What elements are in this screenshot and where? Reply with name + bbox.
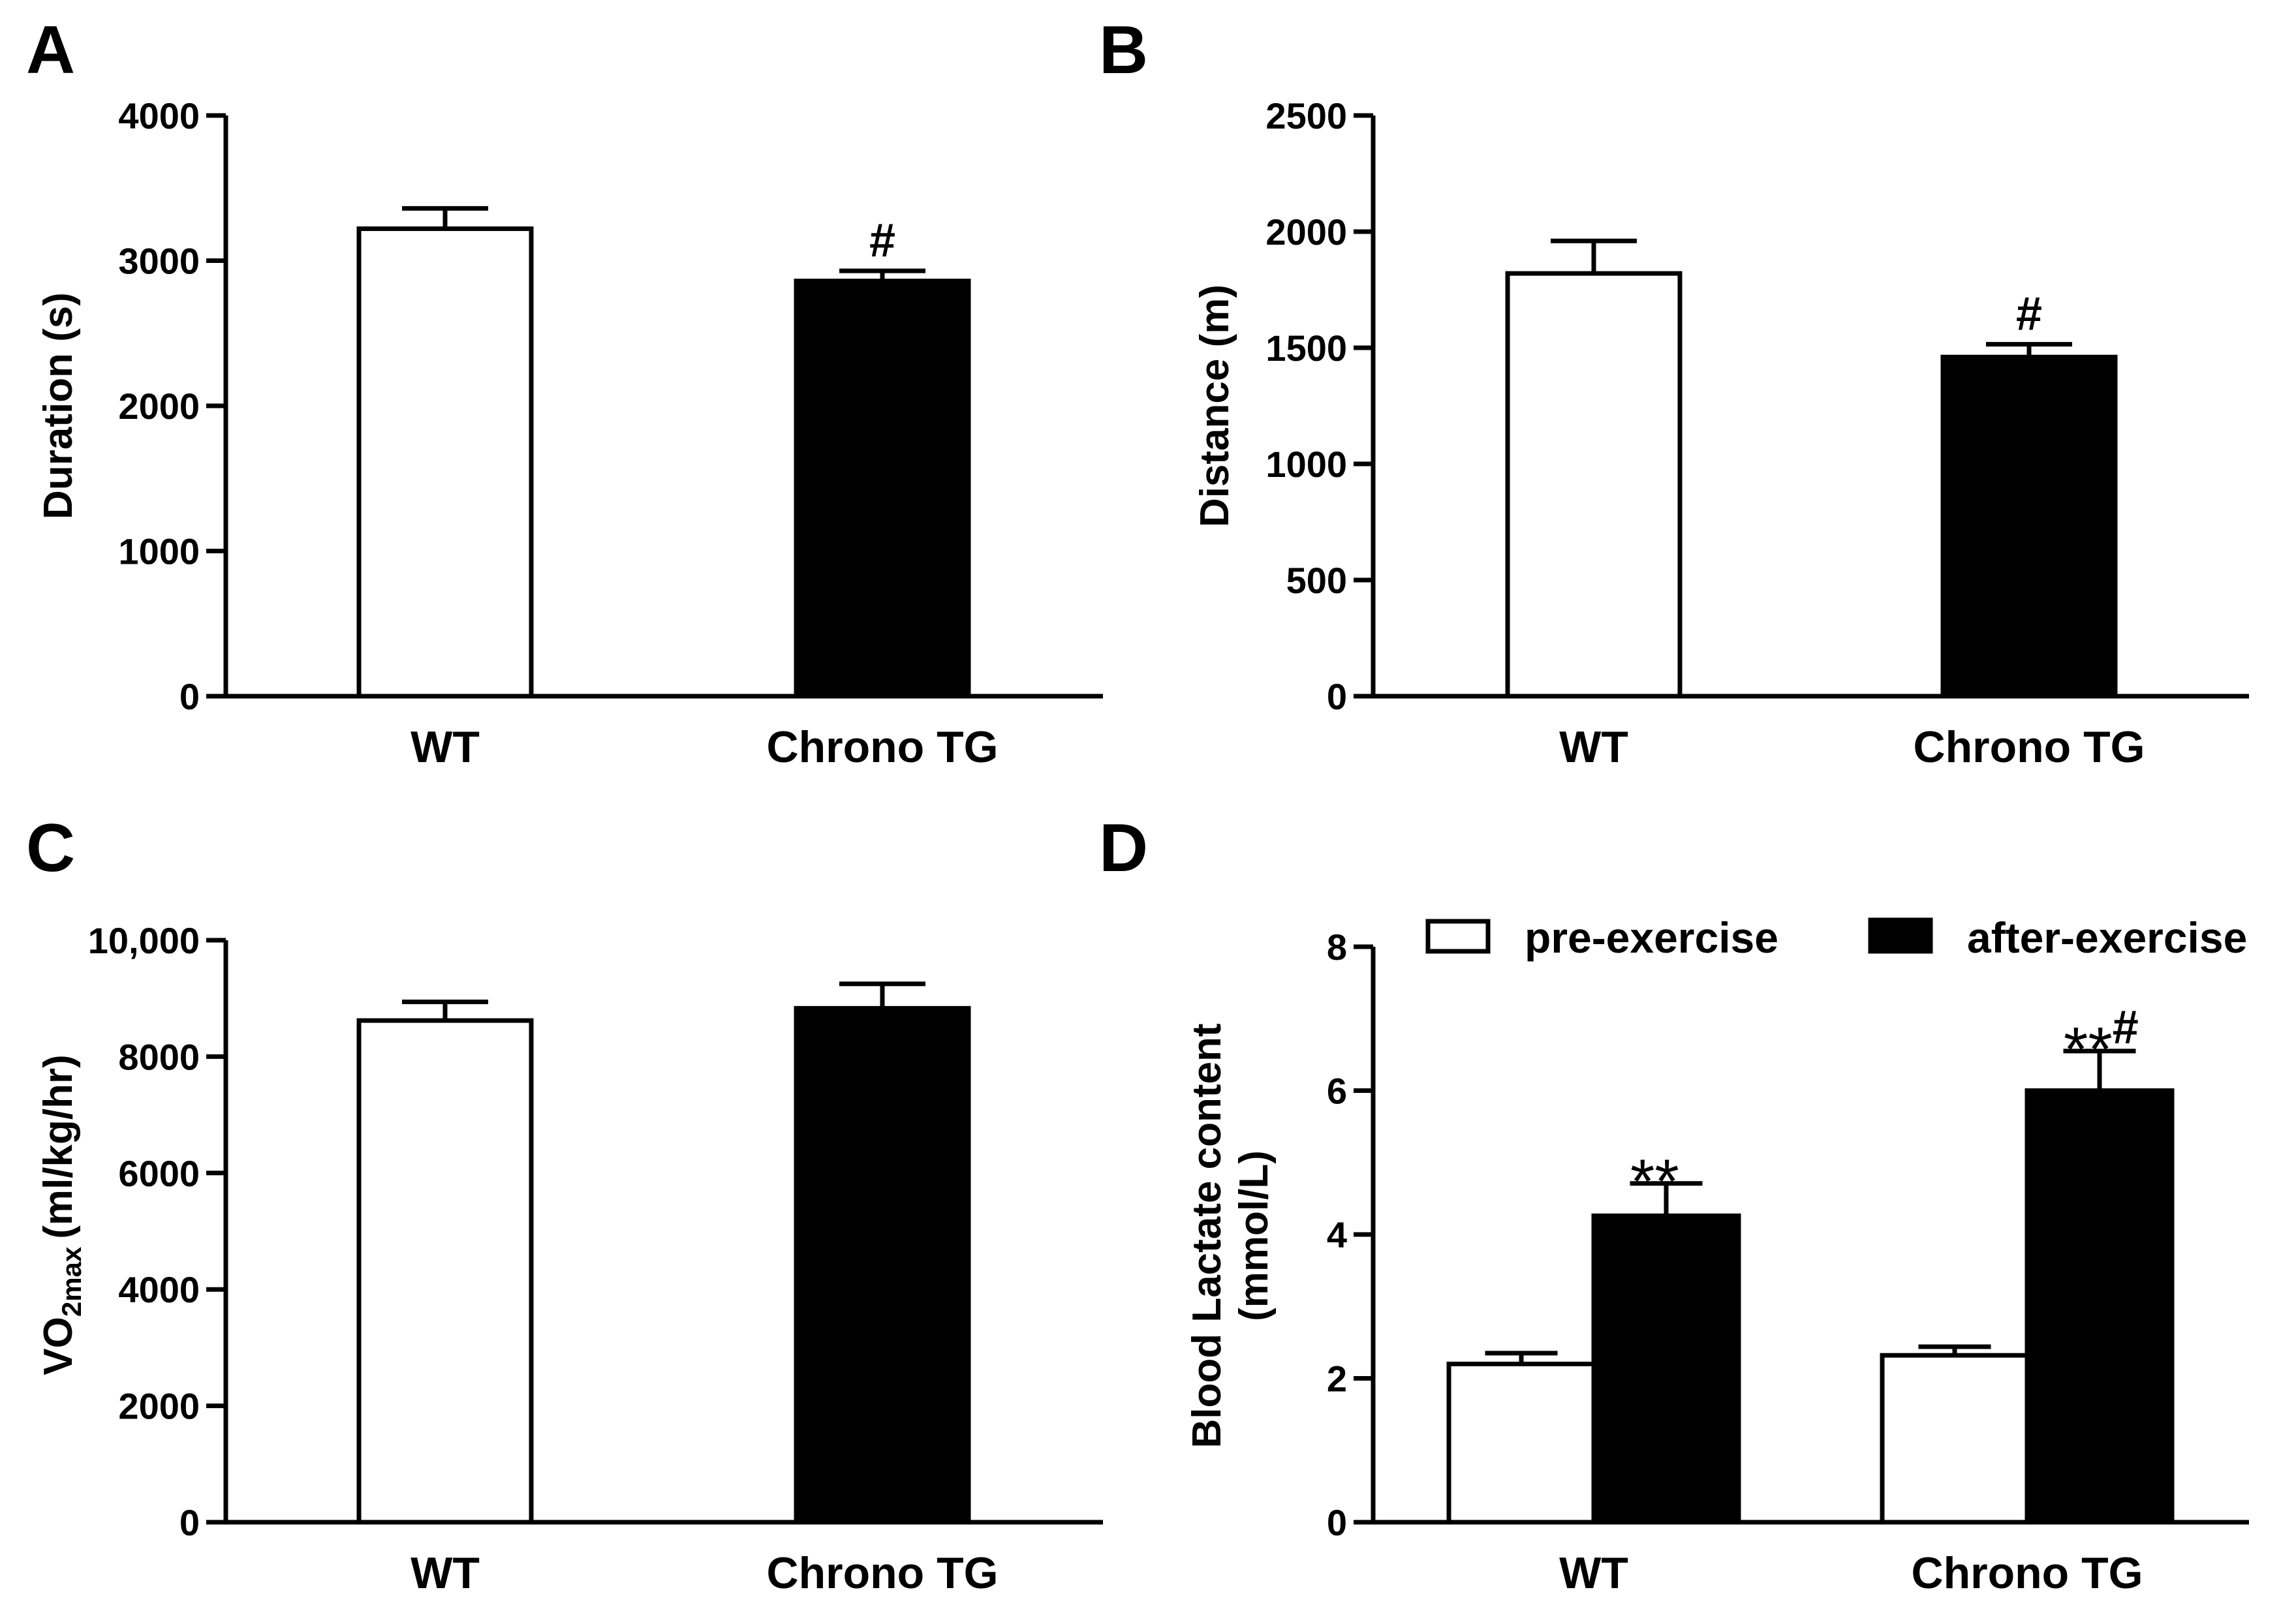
panel-c-category-label: WT xyxy=(411,1548,480,1598)
panel-d-bar-chrono-tg-pre xyxy=(1880,1353,2030,1525)
panel-a-y-tick-label: 2000 xyxy=(118,386,200,427)
panel-a-bar-chrono-tg xyxy=(794,279,971,699)
panel-d-y-tick-label: 0 xyxy=(1327,1502,1347,1543)
panel-letter-b: B xyxy=(1099,12,1148,88)
panel-b-bar-chrono-tg xyxy=(1940,354,2118,699)
panel-c-ylabel-unit: (ml/kg/hr) xyxy=(36,1054,81,1238)
panel-b-significance-mark: # xyxy=(2016,288,2042,341)
panel-c-y-tick-label: 4000 xyxy=(118,1269,200,1310)
panel-a-y-tick-label: 0 xyxy=(179,676,200,717)
panel-d-y-tick-label: 4 xyxy=(1327,1214,1347,1255)
panel-b-y-tick-label: 1000 xyxy=(1265,444,1347,485)
panel-d-significance-stars: ** xyxy=(2064,1015,2113,1084)
panel-b-y-tick-label: 500 xyxy=(1286,560,1347,601)
panel-b-category-label: Chrono TG xyxy=(1913,722,2145,772)
panel-c-chart: VO2max (ml/kg/hr) 0 2000 4000 6000 8000 10,000… xyxy=(36,920,1103,1598)
legend-label-after-exercise: after-exercise xyxy=(1967,913,2247,962)
panel-b-chart: Distance (m) 0 500 1000 1500 2000 2500 WT Chron… xyxy=(1192,95,2249,772)
panel-b-y-tick-label: 0 xyxy=(1327,676,1347,717)
panel-letter-a: A xyxy=(26,12,75,88)
panel-d-y-axis-label-line1: Blood Lactate content xyxy=(1185,1023,1230,1448)
panel-c-bar-chrono-tg xyxy=(794,1005,971,1525)
panel-c-ylabel-main: VO xyxy=(36,1317,81,1375)
panel-d-bar-wt-pre xyxy=(1446,1361,1596,1525)
panel-b-bar-wt xyxy=(1505,271,1683,699)
panel-c-bar-wt xyxy=(356,1018,534,1525)
panel-c-y-tick-label: 0 xyxy=(179,1502,200,1543)
panel-d-y-tick-label: 6 xyxy=(1327,1071,1347,1112)
panel-b-category-label: WT xyxy=(1559,722,1628,772)
panel-a-y-tick-label: 3000 xyxy=(118,241,200,282)
panel-d-category-label: WT xyxy=(1559,1548,1628,1598)
panel-b-y-tick-label: 2500 xyxy=(1265,95,1347,136)
panel-b-y-axis-label: Distance (m) xyxy=(1192,284,1237,527)
panel-a-y-tick-label: 4000 xyxy=(118,95,200,136)
panel-d-significance-mark: **# xyxy=(2064,1002,2139,1084)
panel-a-y-tick-label: 1000 xyxy=(118,531,200,572)
panel-d-significance-hash: # xyxy=(2113,1002,2139,1054)
panel-a-chart: Duration (s) 0 1000 2000 3000 4000 WT Chrono T… xyxy=(36,95,1103,772)
panel-letter-d: D xyxy=(1099,810,1148,886)
panel-letter-c: C xyxy=(26,810,75,886)
panel-c-ylabel-sub: 2max xyxy=(56,1246,87,1317)
panel-c-category-label: Chrono TG xyxy=(766,1548,998,1598)
panel-a-y-axis-label: Duration (s) xyxy=(36,292,81,519)
legend-label-pre-exercise: pre-exercise xyxy=(1525,913,1778,962)
panel-d-bar-chrono-tg-after xyxy=(2025,1088,2175,1525)
panel-d-y-axis-label-line2: (mmol/L) xyxy=(1232,1150,1277,1321)
panel-d-significance-stars: ** xyxy=(1630,1147,1679,1217)
panel-c-y-tick-label: 10,000 xyxy=(88,920,200,961)
panel-c-y-tick-label: 8000 xyxy=(118,1036,200,1077)
legend-swatch-after-exercise xyxy=(1868,917,1933,954)
panel-d-chart: Blood Lactate content (mmol/L) pre-exerc… xyxy=(1185,913,2249,1598)
panel-a-significance-mark: # xyxy=(869,215,895,267)
panel-c-y-tick-label: 6000 xyxy=(118,1153,200,1194)
panel-b-y-tick-label: 2000 xyxy=(1265,211,1347,253)
panel-d-category-label: Chrono TG xyxy=(1911,1548,2143,1598)
panel-d-y-tick-label: 2 xyxy=(1327,1358,1347,1400)
panel-d-bar-wt-after xyxy=(1591,1213,1741,1525)
panel-a-category-label: Chrono TG xyxy=(766,722,998,772)
panel-c-y-axis-label: VO2max (ml/kg/hr) xyxy=(36,1054,87,1375)
panel-c-y-tick-label: 2000 xyxy=(118,1386,200,1427)
legend-swatch-pre-exercise xyxy=(1425,919,1491,954)
panel-b-y-tick-label: 1500 xyxy=(1265,328,1347,369)
panel-a-category-label: WT xyxy=(411,722,480,772)
panel-a-bar-wt xyxy=(356,226,534,699)
panel-d-y-tick-label: 8 xyxy=(1327,927,1347,968)
panel-d-significance-mark: ** xyxy=(1630,1147,1679,1217)
